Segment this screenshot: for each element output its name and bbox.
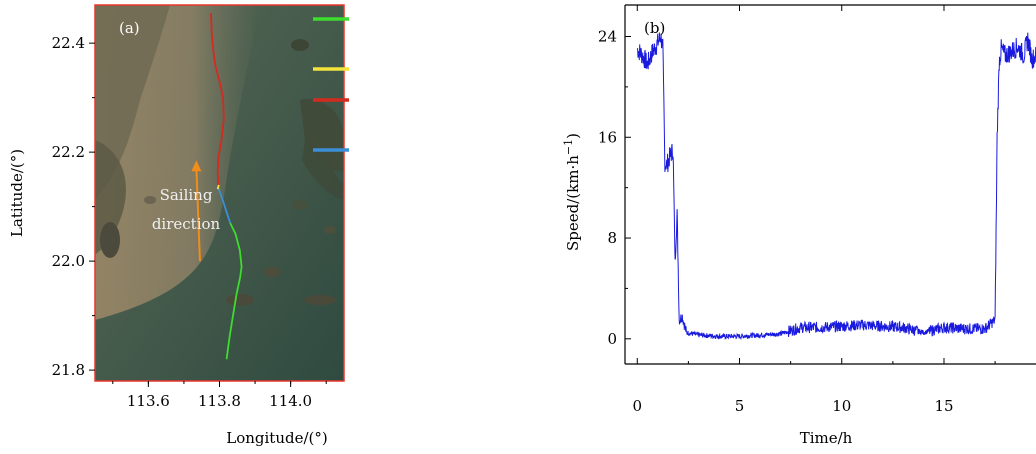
map-y-tick-label: 22.4 [52,34,85,52]
panel-label-b: (b) [644,19,665,37]
legend-label: 14.3 km/h [355,160,432,178]
panel-label-a: (a) [119,19,140,37]
sailing-direction-label-line1: Sailing [160,186,213,204]
speed-y-tick-label: 24 [598,27,617,45]
map-panel: 113.6 113.8 114.0 21.8 22.0 22.2 22.4 Mean spe… [8,4,491,447]
track-segment [210,13,225,185]
speed-y-tick-label: 16 [598,128,617,146]
speed-y-axis-label: Speed/(km·h−1) [562,133,582,251]
track-segment [217,187,232,224]
ship-track [210,13,243,360]
sailing-direction-arrow [191,160,202,262]
map-y-tick-label: 21.8 [52,361,85,379]
legend-label: 22.6 km/h [355,110,432,128]
speed-line [636,32,1036,341]
legend-label: 22.6 km/h [355,29,432,47]
map-x-tick-label: 113.8 [198,392,241,410]
speed-axes: 0 5 10 15 0 8 16 24 [598,4,1036,415]
map-x-tick-label: 113.6 [127,392,170,410]
track-segment [216,184,220,190]
arrow-head [191,160,202,172]
speed-x-tick-label: 5 [735,397,745,415]
legend-label: Speed < 2.1 km/h [355,60,491,78]
satellite-background [95,5,344,381]
arrow-shaft [195,168,201,262]
map-x-axis-label: Longitude/(°) [226,429,327,447]
speed-x-tick-label: 15 [934,397,953,415]
map-y-axis-label: Latitude/(°) [8,149,26,237]
map-y-tick-label: 22.2 [52,143,85,161]
speed-x-tick-label: 0 [632,397,642,415]
speed-series-line [636,32,1036,341]
legend-label: Mean speed [355,91,448,109]
sailing-direction-label-line2: direction [152,215,221,233]
track-segment [225,222,243,360]
legend-label: Mean speed [355,141,448,159]
speed-y-tick-label: 0 [607,330,617,348]
legend-label: Mean speed [355,10,448,28]
speed-panel: 0 5 10 15 0 8 16 24 (b) Time/h Speed/(km·h−1) [562,4,1036,447]
speed-x-tick-label: 10 [832,397,851,415]
speed-x-axis-label: Time/h [800,429,853,447]
map-axes: 113.6 113.8 114.0 21.8 22.0 22.2 22.4 [52,34,327,410]
map-x-tick-label: 114.0 [269,392,312,410]
speed-y-tick-label: 8 [607,229,617,247]
map-y-tick-label: 22.0 [52,252,85,270]
